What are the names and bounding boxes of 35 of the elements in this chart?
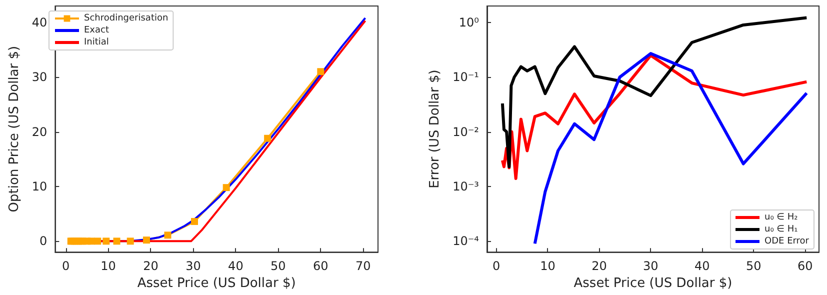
legend-label: Initial: [84, 38, 109, 48]
x-tick-label: 40: [228, 259, 244, 274]
x-tick-label: 70: [355, 259, 371, 274]
x-axis-title: Asset Price (US Dollar $): [137, 276, 296, 291]
legend-label: u₀ ∈ H₂: [764, 212, 798, 222]
x-tick-label: 30: [643, 259, 658, 274]
x-tick-label: 30: [186, 259, 201, 274]
legend-label: Schrodingerisation: [84, 14, 168, 24]
x-tick-label: 20: [592, 259, 607, 274]
legend-label: Exact: [84, 26, 110, 36]
x-tick-label: 20: [143, 259, 158, 274]
y-tick-label: 0: [40, 234, 48, 248]
y-tick-label: 10⁰: [458, 15, 480, 30]
y-tick-label: 10⁻¹: [452, 70, 480, 84]
y-tick-label: 20: [32, 124, 48, 139]
y-tick-label: 40: [32, 15, 48, 30]
x-tick-label: 0: [492, 259, 500, 274]
x-tick-label: 50: [270, 259, 286, 274]
y-axis-title: Error (US Dollar $): [428, 70, 443, 188]
x-tick-label: 10: [540, 259, 556, 274]
x-tick-label: 50: [746, 259, 762, 274]
x-tick-label: 0: [62, 259, 70, 274]
x-tick-label: 60: [313, 259, 328, 274]
y-tick-label: 30: [32, 70, 48, 84]
x-tick-label: 40: [694, 259, 710, 274]
legend-label: u₀ ∈ H₁: [764, 224, 798, 234]
y-tick-label: 10⁻⁴: [452, 234, 480, 248]
y-tick-label: 10⁻²: [452, 124, 480, 139]
y-tick-label: 10: [32, 179, 48, 194]
x-tick-label: 60: [797, 259, 813, 274]
x-tick-label: 10: [100, 259, 116, 274]
legend-label: ODE Error: [764, 236, 810, 246]
y-axis-title: Option Price (US Dollar $): [7, 46, 22, 212]
x-axis-title: Asset Price (US Dollar $): [574, 276, 732, 291]
y-tick-label: 10⁻³: [452, 179, 480, 194]
